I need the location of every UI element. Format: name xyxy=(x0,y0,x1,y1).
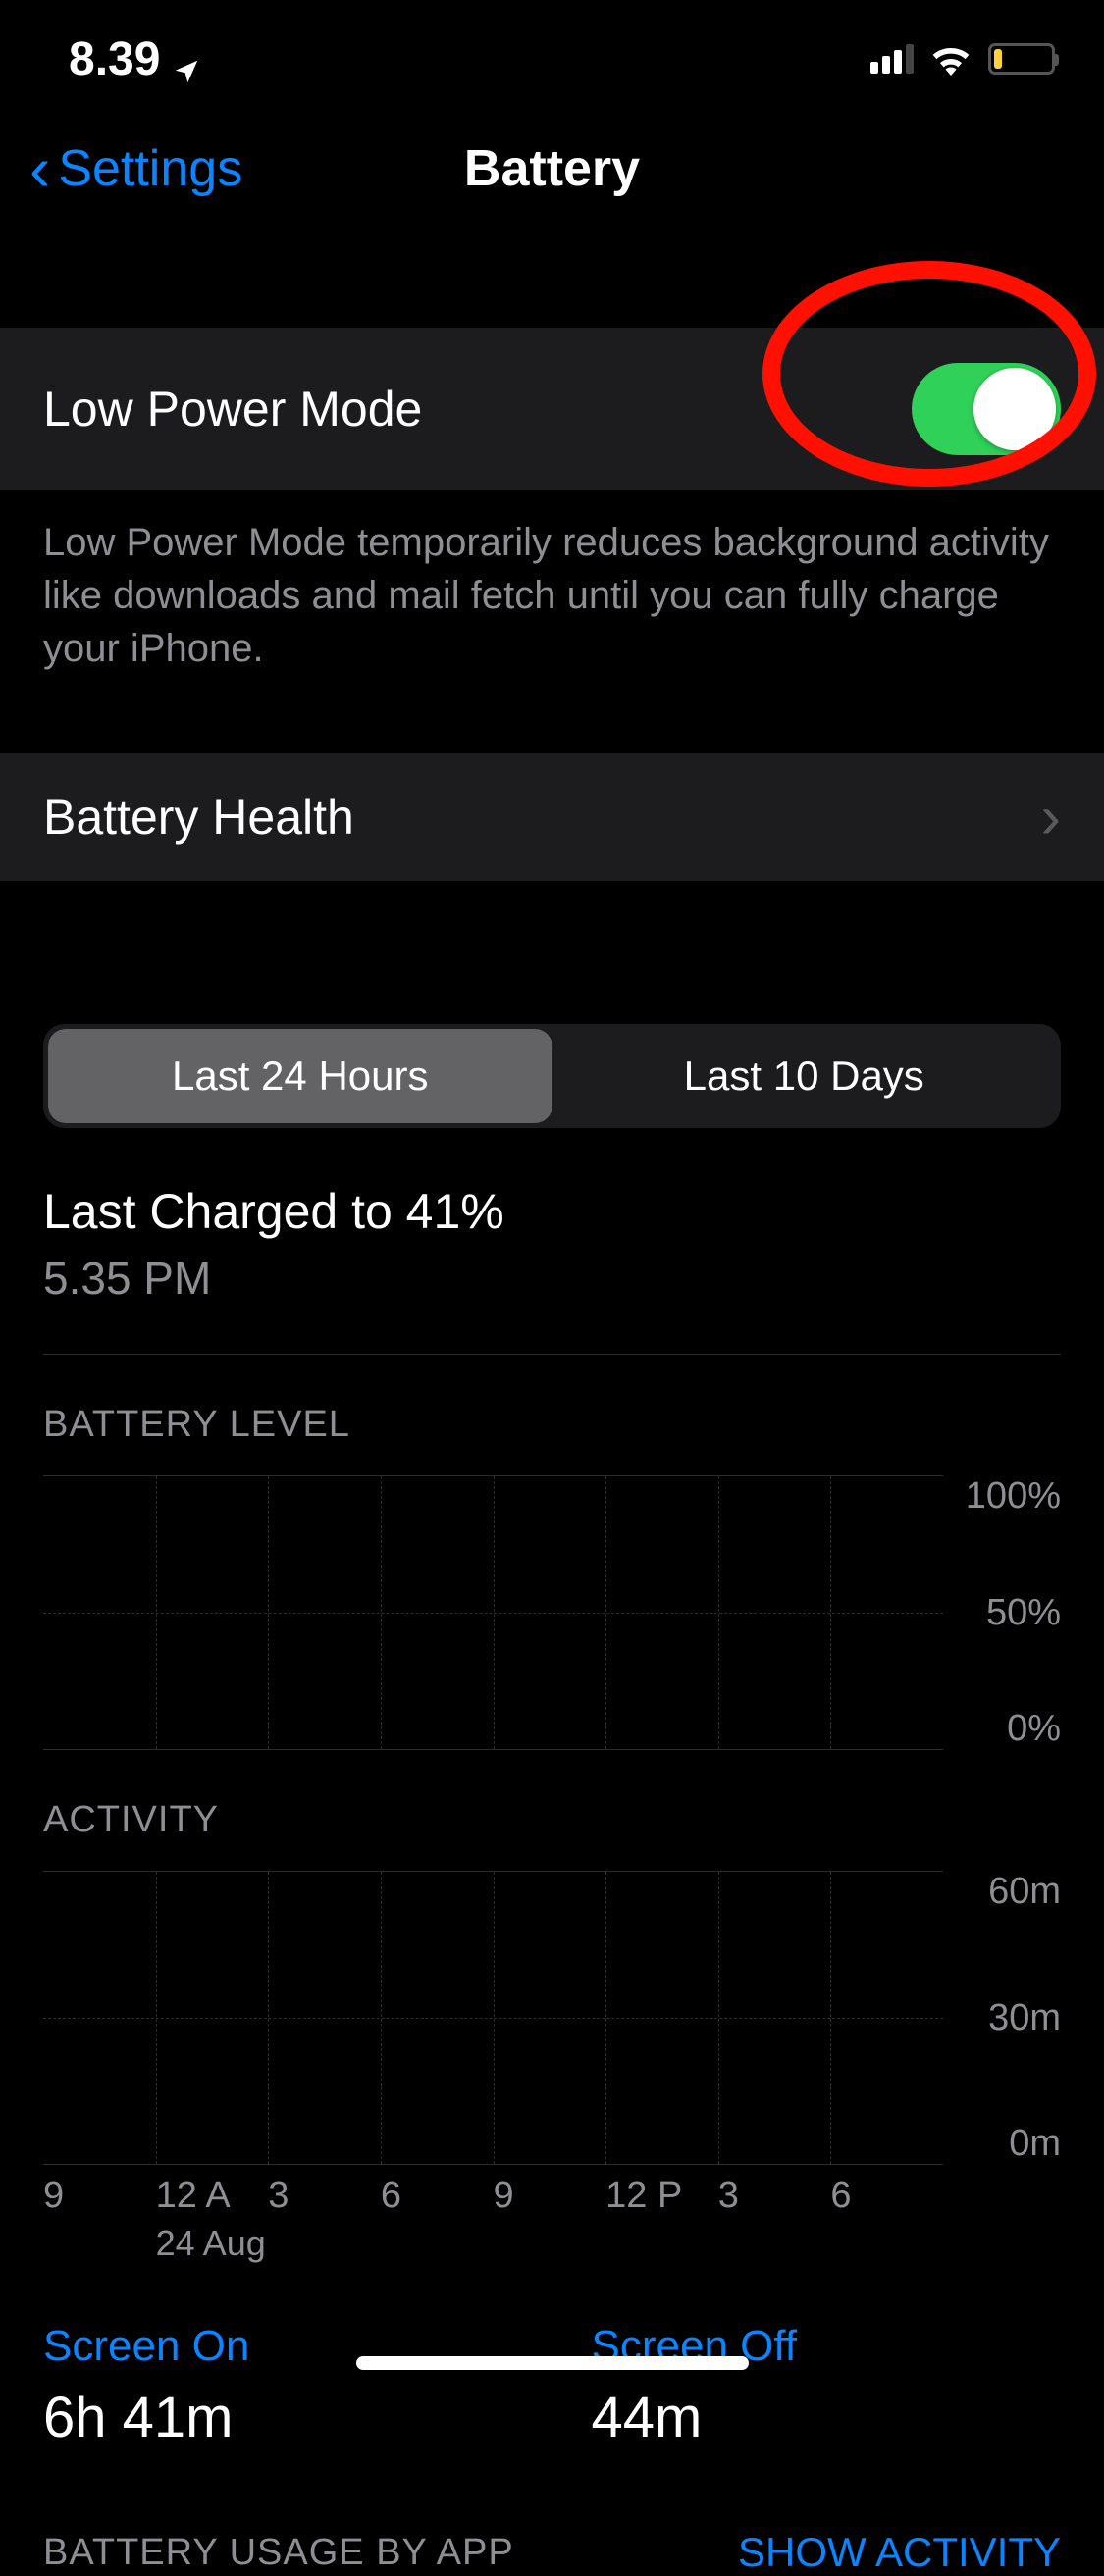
back-label: Settings xyxy=(58,139,242,198)
last-charged-time: 5.35 PM xyxy=(43,1252,1061,1305)
page-title: Battery xyxy=(464,139,640,198)
low-power-mode-row: Low Power Mode xyxy=(0,328,1104,490)
battery-icon xyxy=(988,43,1055,75)
wifi-icon xyxy=(929,43,973,75)
screen-on-stat: Screen On 6h 41m xyxy=(43,2322,513,2450)
location-icon xyxy=(172,44,201,74)
status-icons xyxy=(870,43,1055,75)
nav-bar: ‹ Settings Battery xyxy=(0,108,1104,239)
usage-title: BATTERY USAGE BY APP xyxy=(43,2532,514,2574)
tab-10-days[interactable]: Last 10 Days xyxy=(552,1029,1057,1123)
show-activity-button[interactable]: SHOW ACTIVITY xyxy=(738,2529,1061,2576)
chevron-left-icon: ‹ xyxy=(29,137,50,200)
battery-level-label: BATTERY LEVEL xyxy=(43,1404,1061,1446)
battery-health-label: Battery Health xyxy=(43,789,354,846)
battery-health-row[interactable]: Battery Health xyxy=(0,753,1104,881)
low-power-mode-toggle[interactable] xyxy=(912,363,1061,455)
battery-level-yaxis: 100% 50% 0% xyxy=(943,1475,1061,1750)
last-charged-info: Last Charged to 41% 5.35 PM xyxy=(0,1163,1104,1324)
screen-off-value: 44m xyxy=(592,2385,1062,2450)
last-charged-title: Last Charged to 41% xyxy=(43,1183,1061,1240)
activity-section: ACTIVITY 60m 30m 0m 912 A24 Aug36912 P36 xyxy=(0,1750,1104,2263)
screen-on-value: 6h 41m xyxy=(43,2385,513,2450)
low-power-mode-description: Low Power Mode temporarily reduces backg… xyxy=(0,490,1104,714)
usage-header: BATTERY USAGE BY APP SHOW ACTIVITY xyxy=(0,2490,1104,2576)
status-bar: 8.39 xyxy=(0,0,1104,108)
status-time-area: 8.39 xyxy=(69,32,201,86)
status-time: 8.39 xyxy=(69,32,160,86)
signal-icon xyxy=(870,44,914,74)
battery-level-chart xyxy=(43,1475,943,1750)
battery-level-section: BATTERY LEVEL 100% 50% 0% xyxy=(0,1355,1104,1750)
screen-off-stat: Screen Off 44m xyxy=(592,2322,1062,2450)
low-power-mode-label: Low Power Mode xyxy=(43,381,422,438)
activity-xaxis: 912 A24 Aug36912 P36 xyxy=(43,2165,943,2263)
screen-stats: Screen On 6h 41m Screen Off 44m xyxy=(0,2263,1104,2490)
activity-chart xyxy=(43,1871,943,2165)
time-range-tabs: Last 24 Hours Last 10 Days xyxy=(43,1024,1061,1128)
activity-yaxis: 60m 30m 0m xyxy=(943,1871,1061,2165)
back-button[interactable]: ‹ Settings xyxy=(29,137,242,200)
tab-24-hours[interactable]: Last 24 Hours xyxy=(48,1029,552,1123)
activity-label: ACTIVITY xyxy=(43,1799,1061,1841)
home-indicator[interactable] xyxy=(356,2356,749,2370)
